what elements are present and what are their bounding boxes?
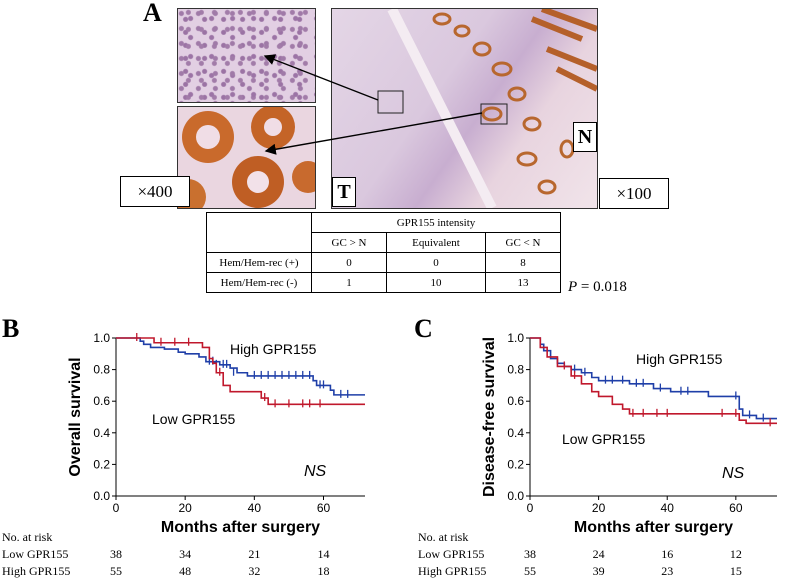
magnification-100-label: ×100 (599, 178, 669, 209)
panel-label-a: A (143, 0, 162, 27)
y-axis-label: Disease-free survival (481, 337, 498, 497)
p-value: P = 0.018 (568, 279, 627, 295)
table-corner (206, 212, 312, 253)
risk-count: 16 (661, 547, 674, 561)
series-label-low: Low GPR155 (562, 431, 645, 447)
gpr155-table: GPR155 intensity GC > N Equivalent GC < … (206, 212, 562, 293)
risk-title: No. at risk (418, 530, 469, 544)
series-line (116, 337, 365, 406)
risk-row-label: Low GPR155 (418, 547, 485, 561)
y-tick-label: 0.0 (507, 489, 524, 503)
y-tick-label: 0.4 (507, 426, 524, 440)
micrograph-overview-100x (331, 8, 598, 209)
risk-count: 55 (524, 564, 536, 578)
x-tick-label: 40 (248, 501, 262, 515)
x-axis-label: Months after surgery (574, 519, 733, 536)
risk-count: 14 (317, 547, 330, 561)
risk-count: 23 (661, 564, 674, 578)
table-cell: 8 (484, 252, 562, 273)
table-cell: 1 (310, 272, 388, 293)
disease-free-survival-chart: 0.0 0.2 0.4 0.6 0.8 1.0 0 20 40 60 Months after su… (481, 331, 777, 536)
y-tick-label: 0.2 (507, 457, 524, 471)
risk-count: 24 (592, 547, 605, 561)
series-label-high: High GPR155 (230, 341, 317, 357)
series-line (530, 337, 777, 420)
x-tick-label: 0 (527, 501, 534, 515)
risk-count: 38 (524, 547, 536, 561)
y-tick-label: 0.8 (93, 363, 110, 377)
x-axis-label: Months after surgery (161, 519, 320, 536)
table-row-label: Hem/Hem-rec (+) (206, 252, 312, 273)
y-tick-label: 1.0 (507, 331, 524, 345)
micrograph-tumor-400x (177, 8, 316, 103)
panel-label-c: C (414, 314, 433, 343)
risk-count: 55 (110, 564, 122, 578)
risk-row-label: High GPR155 (418, 564, 487, 578)
table-row-label: Hem/Hem-rec (-) (206, 272, 312, 293)
overall-survival-chart: 0.0 0.2 0.4 0.6 0.8 1.0 0 20 40 60 Months after su… (67, 331, 365, 536)
tumor-label: T (332, 177, 356, 207)
series-line (530, 337, 777, 425)
risk-row-label: Low GPR155 (2, 547, 69, 561)
risk-count: 12 (729, 547, 742, 561)
risk-count: 34 (179, 547, 192, 561)
risk-count: 39 (592, 564, 605, 578)
risk-count: 15 (729, 564, 742, 578)
table-group-header: GPR155 intensity (311, 212, 561, 233)
risk-count: 48 (179, 564, 192, 578)
table-cell: 0 (386, 252, 486, 273)
table-cell: 0 (310, 252, 388, 273)
risk-count: 21 (248, 547, 261, 561)
x-tick-label: 0 (113, 501, 120, 515)
table-cell: 10 (386, 272, 486, 293)
risk-count: 38 (110, 547, 122, 561)
y-tick-label: 1.0 (93, 331, 110, 345)
table-row: Hem/Hem-rec (+) 0 0 8 (206, 252, 562, 273)
y-tick-label: 0.6 (93, 394, 110, 408)
y-tick-label: 0.2 (93, 457, 110, 471)
table-col-header: GC > N (310, 232, 388, 253)
y-tick-label: 0.6 (507, 394, 524, 408)
x-tick-label: 40 (661, 501, 675, 515)
y-tick-label: 0.4 (93, 426, 110, 440)
y-tick-label: 0.0 (93, 489, 110, 503)
significance-annotation: NS (304, 463, 327, 480)
x-tick-label: 60 (729, 501, 743, 515)
risk-title: No. at risk (2, 530, 53, 544)
x-tick-label: 20 (592, 501, 606, 515)
magnification-400-label: ×400 (120, 176, 190, 207)
significance-annotation: NS (722, 465, 745, 482)
risk-count: 32 (248, 564, 261, 578)
series-label-low: Low GPR155 (152, 411, 235, 427)
panel-label-b: B (2, 314, 20, 343)
normal-label: N (573, 122, 597, 152)
table-col-header: GC < N (484, 232, 562, 253)
x-tick-label: 20 (178, 501, 192, 515)
table-cell: 13 (484, 272, 562, 293)
tissue-illustration (377, 9, 597, 208)
table-row: Hem/Hem-rec (-) 1 10 13 (206, 272, 562, 293)
y-axis-label: Overall survival (67, 357, 84, 476)
table-col-header: Equivalent (386, 232, 486, 253)
risk-count: 18 (317, 564, 330, 578)
series-label-high: High GPR155 (636, 351, 723, 367)
x-tick-label: 60 (317, 501, 331, 515)
y-tick-label: 0.8 (507, 363, 524, 377)
risk-row-label: High GPR155 (2, 564, 71, 578)
